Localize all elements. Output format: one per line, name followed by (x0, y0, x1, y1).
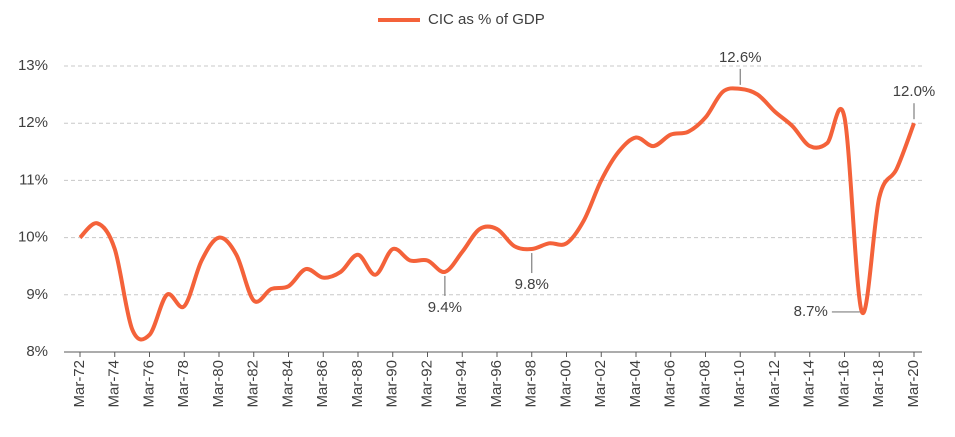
x-tick-label: Mar-74 (106, 360, 123, 408)
x-tick-label: Mar-16 (835, 360, 852, 408)
x-tick-label: Mar-92 (418, 360, 435, 408)
y-tick-label: 10% (18, 229, 48, 246)
x-tick-label: Mar-94 (453, 360, 470, 408)
x-tick-label: Mar-18 (870, 360, 887, 408)
y-tick-label: 12% (18, 114, 48, 131)
data-label: 9.4% (428, 299, 462, 316)
x-tick-label: Mar-78 (175, 360, 192, 408)
x-tick-label: Mar-76 (140, 360, 157, 408)
data-label: 8.7% (794, 303, 828, 320)
x-tick-label: Mar-02 (592, 360, 609, 408)
data-label: 12.0% (893, 83, 936, 100)
x-tick-label: Mar-88 (349, 360, 366, 408)
x-tick-label: Mar-90 (384, 360, 401, 408)
x-tick-label: Mar-98 (523, 360, 540, 408)
data-label: 9.8% (515, 276, 549, 293)
x-tick-label: Mar-96 (488, 360, 505, 408)
x-tick-label: Mar-82 (245, 360, 262, 408)
x-tick-label: Mar-08 (696, 360, 713, 408)
x-tick-label: Mar-12 (766, 360, 783, 408)
legend-label: CIC as % of GDP (428, 11, 545, 28)
x-tick-label: Mar-80 (210, 360, 227, 408)
x-tick-label: Mar-72 (71, 360, 88, 408)
y-tick-label: 13% (18, 57, 48, 74)
x-tick-label: Mar-04 (627, 360, 644, 408)
x-tick-label: Mar-84 (279, 360, 296, 408)
data-label: 12.6% (719, 49, 762, 66)
series-line (78, 86, 916, 342)
x-tick-label: Mar-14 (801, 360, 818, 408)
y-tick-label: 9% (26, 286, 48, 303)
x-tick-label: Mar-86 (314, 360, 331, 408)
x-tick-label: Mar-06 (662, 360, 679, 408)
x-tick-label: Mar-20 (905, 360, 922, 408)
x-tick-label: Mar-00 (557, 360, 574, 408)
y-tick-label: 8% (26, 343, 48, 360)
y-tick-label: 11% (19, 171, 48, 188)
x-tick-label: Mar-10 (731, 360, 748, 408)
